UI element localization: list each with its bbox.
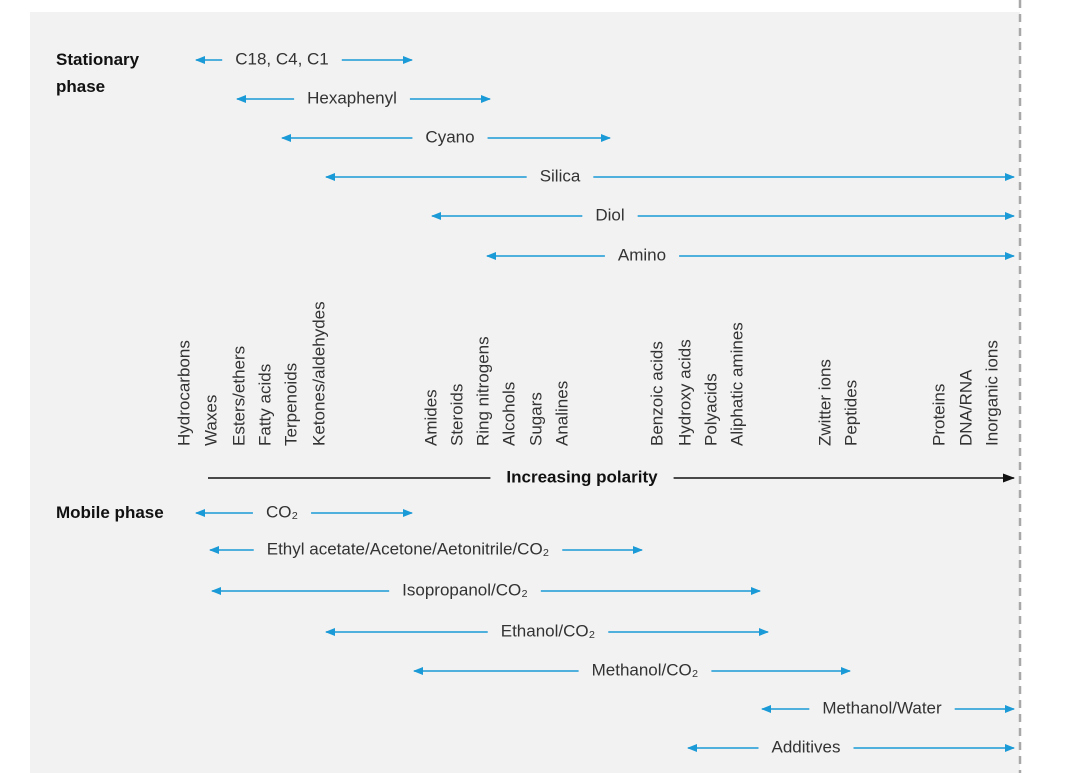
compound-label: DNA/RNA — [956, 369, 975, 446]
range-label: Isopropanol/CO₂ — [402, 580, 528, 599]
range-label: Additives — [772, 737, 841, 756]
label-gap — [758, 737, 854, 759]
compound-label: Esters/ethers — [229, 346, 248, 446]
range-label: Methanol/Water — [822, 698, 942, 717]
label-gap — [809, 698, 955, 720]
range-label: Cyano — [425, 127, 474, 146]
label-gap — [487, 621, 609, 643]
label-gap — [222, 49, 342, 71]
label-gap — [582, 205, 638, 227]
compound-label: Peptides — [841, 380, 860, 446]
compound-label: Hydrocarbons — [174, 340, 193, 446]
compound-label: Hydroxy acids — [675, 339, 694, 446]
label-gap — [252, 502, 312, 524]
compound-label: Analines — [552, 381, 571, 446]
compound-label: Waxes — [201, 395, 220, 446]
range-label: Ethyl acetate/Acetone/Aetonitrile/CO₂ — [267, 539, 550, 558]
label-gap — [412, 127, 488, 149]
compound-label: Zwitter ions — [815, 359, 834, 446]
compound-label: Inorganic ions — [982, 340, 1001, 446]
label-gap — [253, 539, 563, 561]
compound-label: Sugars — [526, 392, 545, 446]
range-label: Ethanol/CO₂ — [501, 621, 595, 640]
compound-label: Aliphatic amines — [727, 322, 746, 446]
compound-label: Ring nitrogens — [473, 336, 492, 446]
range-label: C18, C4, C1 — [235, 49, 329, 68]
compound-label: Benzoic acids — [647, 341, 666, 446]
label-gap — [490, 466, 674, 490]
compound-label: Terpenoids — [281, 363, 300, 446]
label-gap — [389, 580, 541, 602]
compound-label: Proteins — [929, 384, 948, 446]
stationary-label: Stationary phase — [56, 50, 140, 96]
range-label: CO₂ — [266, 502, 298, 521]
compound-label: Alcohols — [499, 382, 518, 446]
label-gap — [578, 660, 712, 682]
range-label: Methanol/CO₂ — [592, 660, 699, 679]
compound-label: Ketones/aldehydes — [309, 301, 328, 446]
range-label: Amino — [618, 245, 666, 264]
range-label: Hexaphenyl — [307, 88, 397, 107]
polarity-label: Increasing polarity — [506, 467, 658, 486]
label-gap — [294, 88, 410, 110]
mobile-label: Mobile phase — [56, 503, 164, 522]
compound-label: Amides — [421, 389, 440, 446]
label-gap — [604, 245, 680, 267]
range-label: Silica — [540, 166, 581, 185]
compound-label: Steroids — [447, 384, 466, 446]
label-gap — [526, 166, 594, 188]
compound-label: Fatty acids — [255, 364, 274, 446]
compound-label: Polyacids — [701, 373, 720, 446]
range-label: Diol — [595, 205, 624, 224]
